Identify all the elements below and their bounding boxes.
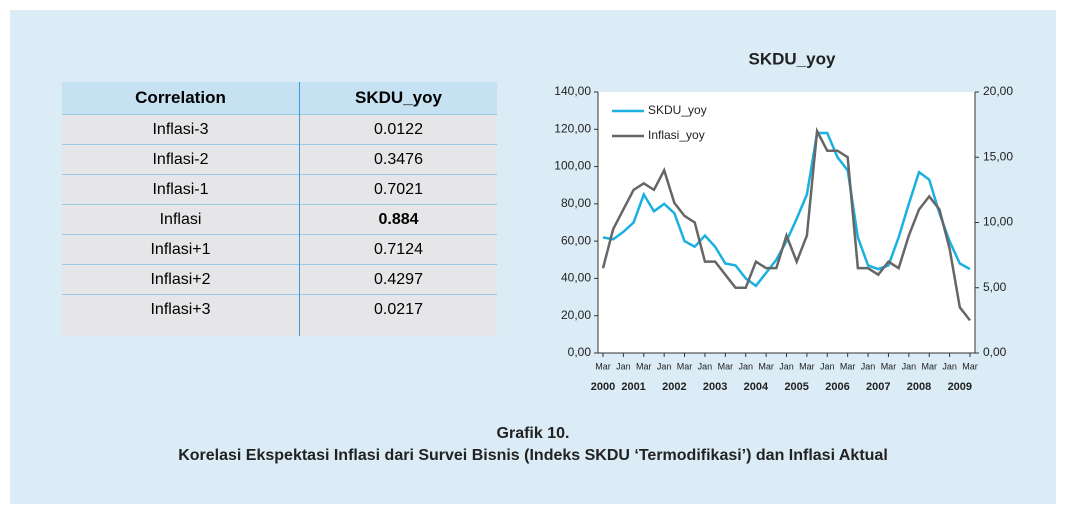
table-row: Inflasi 0.884 bbox=[62, 204, 497, 235]
table-body: Inflasi-3 0.0122 Inflasi-2 0.3476 Inflasi-1 0… bbox=[62, 114, 497, 336]
year-label: 2003 bbox=[703, 381, 727, 393]
table-cell: Inflasi-3 bbox=[62, 114, 300, 145]
table-cell: Inflasi+3 bbox=[62, 294, 300, 324]
legend-label: Inflasi_yoy bbox=[648, 128, 705, 142]
year-label: 2004 bbox=[744, 381, 769, 393]
year-label: 2007 bbox=[866, 381, 890, 393]
table-cell: Inflasi+1 bbox=[62, 234, 300, 265]
x-tick-label: Jan bbox=[616, 361, 631, 371]
x-tick-label: Jan bbox=[902, 361, 917, 371]
x-tick-label: Jan bbox=[738, 361, 753, 371]
y2-tick-label: 5,00 bbox=[983, 280, 1007, 294]
table-cell: 0.0217 bbox=[299, 294, 497, 324]
table-row: Inflasi+2 0.4297 bbox=[62, 264, 497, 295]
x-tick-label: Jan bbox=[698, 361, 713, 371]
table-cell: 0.4297 bbox=[299, 264, 497, 295]
x-tick-label: Jan bbox=[779, 361, 794, 371]
table-cell: 0.7124 bbox=[299, 234, 497, 265]
y2-tick-label: 15,00 bbox=[983, 149, 1013, 163]
y-tick-label: 100,00 bbox=[554, 159, 591, 173]
table-cell: Inflasi-1 bbox=[62, 174, 300, 205]
table-row: Inflasi+1 0.7124 bbox=[62, 234, 497, 265]
table-cell: Inflasi bbox=[62, 204, 300, 235]
chart-title: SKDU_yoy bbox=[749, 49, 836, 68]
x-tick-label: Jan bbox=[820, 361, 835, 371]
caption-title: Korelasi Ekspektasi Inflasi dari Survei … bbox=[178, 447, 888, 464]
y-tick-label: 140,00 bbox=[554, 84, 591, 98]
year-label: 2001 bbox=[621, 381, 645, 393]
legend-label: SKDU_yoy bbox=[648, 103, 707, 117]
x-tick-label: Jan bbox=[657, 361, 672, 371]
table-row: Inflasi-2 0.3476 bbox=[62, 144, 497, 175]
year-label: 2000 bbox=[591, 381, 615, 393]
y2-tick-label: 0,00 bbox=[983, 345, 1007, 359]
x-tick-label: Mar bbox=[758, 361, 774, 371]
table-cell: 0.3476 bbox=[299, 144, 497, 175]
table-row: Inflasi-3 0.0122 bbox=[62, 114, 497, 145]
caption: Grafik 10. Korelasi Ekspektasi Inflasi d… bbox=[0, 423, 1066, 467]
x-tick-label: Mar bbox=[840, 361, 856, 371]
year-label: 2005 bbox=[784, 381, 808, 393]
x-tick-label: Mar bbox=[718, 361, 734, 371]
table-cell: Inflasi+2 bbox=[62, 264, 300, 295]
x-tick-label: Mar bbox=[677, 361, 693, 371]
table-cell: 0.0122 bbox=[299, 114, 497, 145]
series-line bbox=[602, 131, 971, 288]
y-tick-label: 120,00 bbox=[554, 121, 591, 135]
y2-tick-label: 20,00 bbox=[983, 84, 1013, 98]
year-label: 2009 bbox=[948, 381, 972, 393]
table-row: Inflasi-1 0.7021 bbox=[62, 174, 497, 205]
y-tick-label: 60,00 bbox=[561, 233, 591, 247]
caption-number: Grafik 10. bbox=[496, 425, 570, 442]
x-tick-label: Mar bbox=[595, 361, 611, 371]
x-tick-label: Mar bbox=[921, 361, 937, 371]
series-line bbox=[601, 126, 971, 322]
y2-tick-label: 10,00 bbox=[983, 215, 1013, 229]
y-tick-label: 0,00 bbox=[568, 345, 592, 359]
header-row: Correlation SKDU_yoy bbox=[62, 82, 497, 115]
x-tick-label: Mar bbox=[962, 361, 978, 371]
table-cell: Inflasi-2 bbox=[62, 144, 300, 175]
year-label: 2008 bbox=[907, 381, 931, 393]
x-tick-label: Mar bbox=[881, 361, 897, 371]
y-tick-label: 80,00 bbox=[561, 196, 591, 210]
x-tick-label: Mar bbox=[799, 361, 815, 371]
table-cell: 0.7021 bbox=[299, 174, 497, 205]
year-label: 2002 bbox=[662, 381, 686, 393]
header-cell: SKDU_yoy bbox=[299, 82, 497, 115]
year-label: 2006 bbox=[825, 381, 849, 393]
table-row: Inflasi+3 0.0217 bbox=[62, 294, 497, 324]
table-cell: 0.884 bbox=[299, 204, 497, 235]
correlation-table: Correlation SKDU_yoy Inflasi-3 0.0122 Infl… bbox=[62, 82, 497, 336]
plot-area bbox=[598, 92, 975, 353]
header-cell: Correlation bbox=[62, 82, 300, 115]
x-tick-label: Jan bbox=[942, 361, 957, 371]
y-tick-label: 40,00 bbox=[561, 271, 591, 285]
x-tick-label: Jan bbox=[861, 361, 876, 371]
x-tick-label: Mar bbox=[636, 361, 652, 371]
y-tick-label: 20,00 bbox=[561, 308, 591, 322]
